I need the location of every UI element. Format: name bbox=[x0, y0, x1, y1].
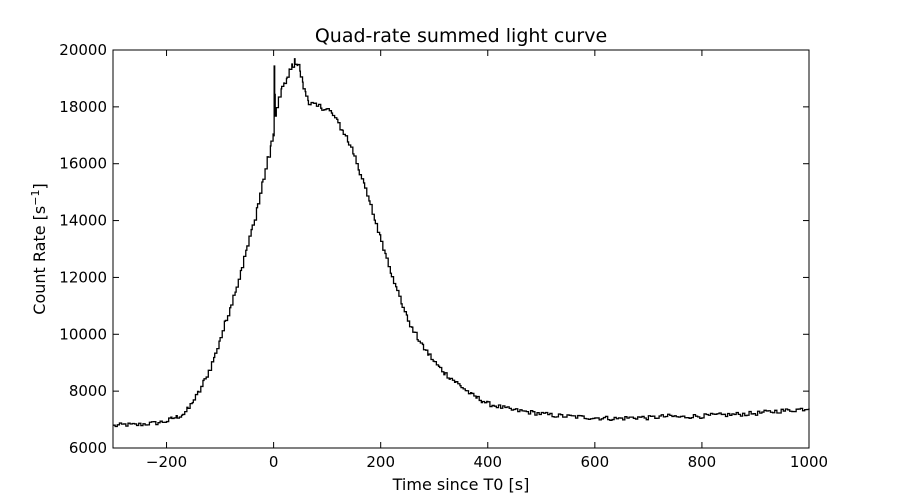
x-tick-label: 800 bbox=[688, 453, 717, 471]
y-axis-label-end: ] bbox=[30, 183, 49, 189]
y-axis-label-superscript: −1 bbox=[29, 190, 42, 206]
x-tick-label: 0 bbox=[269, 453, 279, 471]
x-tick-label: −200 bbox=[146, 453, 187, 471]
y-tick-label: 10000 bbox=[59, 325, 107, 343]
y-tick-label: 18000 bbox=[59, 98, 107, 116]
x-axis-ticks: −200 0 200 400 600 800 1000 bbox=[146, 50, 828, 471]
y-tick-label: 12000 bbox=[59, 268, 107, 286]
light-curve-line bbox=[113, 58, 810, 428]
y-axis-ticks: 6000 8000 10000 12000 14000 16000 18000 20000 bbox=[59, 41, 809, 457]
y-tick-label: 20000 bbox=[59, 41, 107, 59]
y-tick-label: 6000 bbox=[69, 439, 107, 457]
plot-frame bbox=[112, 49, 810, 449]
x-axis-label: Time since T0 [s] bbox=[392, 475, 530, 494]
y-tick-label: 16000 bbox=[59, 155, 107, 173]
x-tick-label: 200 bbox=[366, 453, 395, 471]
y-axis-label-main: Count Rate [s bbox=[30, 206, 49, 315]
chart-title: Quad-rate summed light curve bbox=[315, 25, 607, 47]
x-tick-label: 600 bbox=[581, 453, 610, 471]
x-tick-label: 1000 bbox=[790, 453, 828, 471]
y-axis-label: Count Rate [s−1] bbox=[29, 183, 49, 314]
y-tick-label: 8000 bbox=[69, 382, 107, 400]
x-tick-label: 400 bbox=[473, 453, 502, 471]
plot-area bbox=[113, 58, 810, 428]
y-tick-label: 14000 bbox=[59, 212, 107, 230]
